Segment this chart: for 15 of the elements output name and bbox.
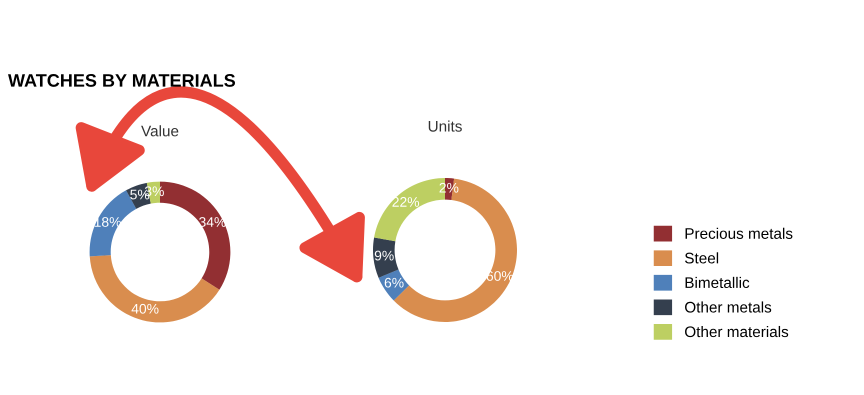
data-label: 22% bbox=[392, 197, 420, 207]
donut-slice bbox=[373, 237, 399, 278]
legend-label: Precious metals bbox=[686, 228, 792, 239]
legend-label: Steel bbox=[685, 252, 718, 264]
data-label: 40% bbox=[132, 304, 159, 314]
legend-label: Other materials bbox=[685, 326, 788, 338]
data-label: 9% bbox=[374, 250, 394, 261]
chart-subtitle: Units bbox=[428, 120, 462, 132]
chart-subtitle: Value bbox=[141, 125, 178, 136]
data-label: 6% bbox=[384, 278, 404, 288]
data-label: 2% bbox=[440, 182, 458, 193]
legend-label: Bimetallic bbox=[686, 276, 750, 288]
donut-slice bbox=[90, 255, 220, 322]
legend-label: Other metals bbox=[685, 301, 772, 313]
chart-title: WATCHES BY MATERIALS bbox=[8, 74, 236, 87]
